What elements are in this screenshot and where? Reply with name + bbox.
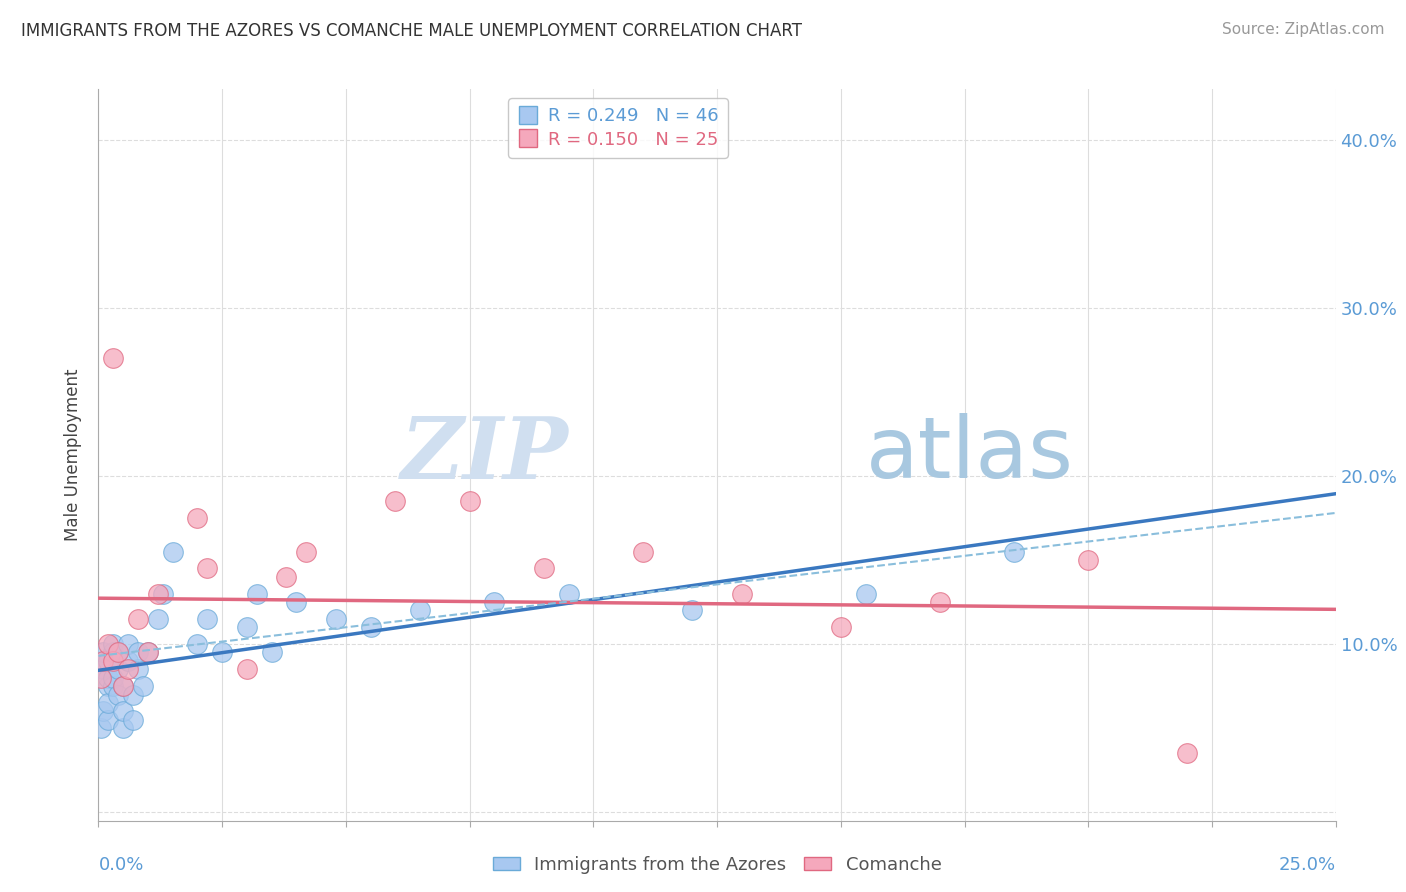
Point bbox=[195, 612, 218, 626]
Point bbox=[93, 662, 115, 676]
Point bbox=[484, 595, 506, 609]
Point bbox=[103, 351, 125, 366]
Point bbox=[112, 679, 135, 693]
Point bbox=[146, 612, 169, 626]
Point bbox=[97, 671, 120, 685]
Point bbox=[97, 696, 120, 710]
Text: 25.0%: 25.0% bbox=[1278, 856, 1336, 874]
Point bbox=[731, 587, 754, 601]
Point bbox=[93, 654, 115, 668]
Point bbox=[1077, 553, 1099, 567]
Point bbox=[90, 671, 112, 685]
Point bbox=[97, 637, 120, 651]
Point bbox=[112, 679, 135, 693]
Y-axis label: Male Unemployment: Male Unemployment bbox=[65, 368, 83, 541]
Point bbox=[360, 620, 382, 634]
Point bbox=[1002, 544, 1025, 558]
Point bbox=[384, 494, 406, 508]
Point bbox=[186, 511, 208, 525]
Point bbox=[325, 612, 347, 626]
Text: 0.0%: 0.0% bbox=[98, 856, 143, 874]
Point bbox=[93, 704, 115, 718]
Point bbox=[93, 654, 115, 668]
Point bbox=[127, 662, 149, 676]
Point bbox=[117, 662, 139, 676]
Point bbox=[681, 603, 703, 617]
Text: atlas: atlas bbox=[866, 413, 1074, 497]
Point bbox=[112, 704, 135, 718]
Point bbox=[186, 637, 208, 651]
Point bbox=[928, 595, 950, 609]
Legend: Immigrants from the Azores, Comanche: Immigrants from the Azores, Comanche bbox=[485, 848, 949, 881]
Point bbox=[103, 637, 125, 651]
Point bbox=[631, 544, 654, 558]
Point bbox=[107, 688, 129, 702]
Point bbox=[855, 587, 877, 601]
Point bbox=[1175, 747, 1198, 761]
Point bbox=[132, 679, 155, 693]
Point bbox=[103, 654, 125, 668]
Point bbox=[276, 570, 298, 584]
Point bbox=[107, 645, 129, 659]
Point bbox=[136, 645, 159, 659]
Point bbox=[295, 544, 318, 558]
Point bbox=[97, 654, 120, 668]
Point bbox=[97, 713, 120, 727]
Point bbox=[97, 679, 120, 693]
Point bbox=[236, 620, 259, 634]
Point bbox=[90, 721, 112, 735]
Point bbox=[260, 645, 283, 659]
Point bbox=[122, 713, 145, 727]
Point bbox=[122, 688, 145, 702]
Point bbox=[152, 587, 174, 601]
Text: Source: ZipAtlas.com: Source: ZipAtlas.com bbox=[1222, 22, 1385, 37]
Point bbox=[285, 595, 308, 609]
Point bbox=[103, 671, 125, 685]
Point bbox=[136, 645, 159, 659]
Point bbox=[533, 561, 555, 575]
Point bbox=[409, 603, 432, 617]
Point bbox=[146, 587, 169, 601]
Point bbox=[117, 637, 139, 651]
Point bbox=[195, 561, 218, 575]
Point bbox=[127, 612, 149, 626]
Point bbox=[236, 662, 259, 676]
Point bbox=[162, 544, 184, 558]
Text: ZIP: ZIP bbox=[401, 413, 568, 497]
Point bbox=[830, 620, 852, 634]
Point bbox=[93, 645, 115, 659]
Point bbox=[458, 494, 481, 508]
Text: IMMIGRANTS FROM THE AZORES VS COMANCHE MALE UNEMPLOYMENT CORRELATION CHART: IMMIGRANTS FROM THE AZORES VS COMANCHE M… bbox=[21, 22, 801, 40]
Point bbox=[246, 587, 269, 601]
Point bbox=[107, 645, 129, 659]
Point bbox=[103, 645, 125, 659]
Point bbox=[112, 721, 135, 735]
Point bbox=[211, 645, 233, 659]
Point bbox=[103, 679, 125, 693]
Point bbox=[107, 662, 129, 676]
Point bbox=[117, 654, 139, 668]
Point bbox=[127, 645, 149, 659]
Point bbox=[557, 587, 579, 601]
